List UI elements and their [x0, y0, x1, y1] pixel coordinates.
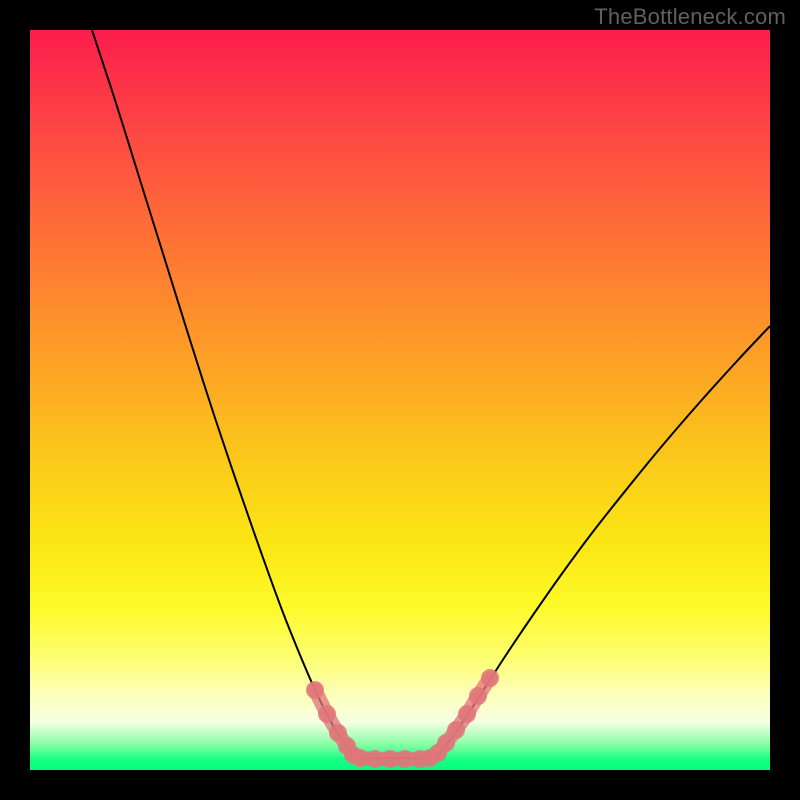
highlight-bead [306, 681, 324, 699]
highlight-bead [318, 705, 336, 723]
chart-stage: TheBottleneck.com [0, 0, 800, 800]
highlight-bead [447, 721, 465, 739]
highlight-bead [458, 705, 476, 723]
highlight-bead [481, 669, 499, 687]
bottleneck-curve-chart [0, 0, 800, 800]
highlight-bead [469, 687, 487, 705]
plot-background-gradient [30, 30, 770, 770]
